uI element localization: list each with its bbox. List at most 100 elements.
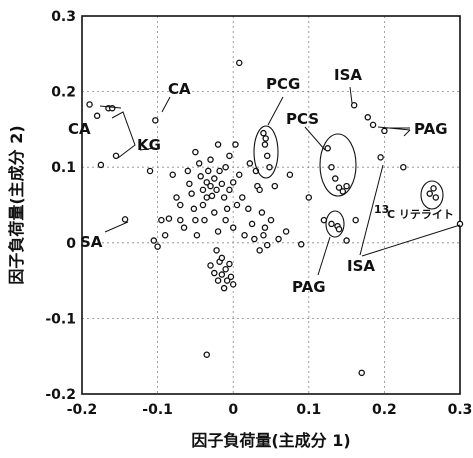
- ca-bracket: [111, 111, 136, 159]
- y-tick-label: 0: [66, 236, 76, 252]
- isa-bottom-leader-2: [361, 224, 461, 257]
- data-point: [108, 104, 116, 112]
- data-point: [193, 231, 201, 239]
- annotation-leaders: [99, 86, 461, 276]
- data-point: [332, 175, 339, 182]
- label-pag-bottom: PAG: [292, 278, 326, 296]
- pag-bottom-leader: [317, 236, 331, 276]
- isa-bottom-leader-1: [359, 164, 384, 256]
- data-point: [261, 224, 269, 231]
- data-point: [205, 167, 212, 175]
- data-point: [223, 277, 231, 284]
- data-point: [377, 154, 384, 161]
- data-point: [246, 160, 254, 167]
- data-point: [275, 235, 282, 243]
- data-point: [213, 247, 220, 254]
- data-point: [203, 194, 210, 201]
- data-point: [226, 260, 233, 268]
- tick-labels: -0.2 -0.1 0 0.1 0.2 0.3 -0.2 -0.1 0 0.1 0.2 0.3: [45, 9, 472, 418]
- data-point: [97, 161, 105, 169]
- x-tick-label: 0: [228, 402, 238, 418]
- data-point: [262, 135, 269, 142]
- data-point: [232, 141, 239, 148]
- data-point: [213, 186, 220, 194]
- data-point: [233, 201, 241, 209]
- data-point: [207, 182, 214, 190]
- data-point: [190, 205, 198, 213]
- data-point: [350, 101, 358, 109]
- data-point: [400, 163, 407, 171]
- y-tick-label: 0.3: [51, 9, 76, 25]
- data-point: [199, 201, 207, 209]
- data-point: [229, 281, 237, 288]
- data-point: [158, 216, 165, 224]
- data-point: [335, 184, 343, 191]
- ca-left-leader: [99, 105, 122, 109]
- data-point: [286, 171, 294, 179]
- data-point: [297, 241, 305, 248]
- data-point: [112, 152, 120, 160]
- data-point: [214, 228, 222, 235]
- data-point: [201, 216, 208, 224]
- label-c13-text: C リテライト: [387, 208, 454, 221]
- label-pcg: PCG: [266, 75, 300, 93]
- annotation-labels: CA CA KG SA PCG PCS ISA PAG ISA PAG 13 C…: [68, 66, 454, 296]
- data-point: [260, 231, 267, 239]
- data-point: [207, 156, 214, 163]
- data-point: [241, 231, 248, 239]
- y-tick-label: -0.1: [45, 311, 76, 327]
- y-tick-label: -0.2: [45, 387, 76, 403]
- x-axis-label: 因子負荷量(主成分 1): [191, 431, 350, 450]
- label-isa-top: ISA: [334, 66, 362, 84]
- label-kg: KG: [137, 136, 161, 154]
- data-point: [154, 243, 161, 250]
- pag-leader-3: [377, 126, 411, 131]
- data-points: [86, 59, 464, 377]
- data-point: [220, 194, 228, 201]
- data-point: [235, 171, 243, 179]
- data-point: [192, 148, 199, 156]
- data-point: [173, 194, 180, 201]
- data-point: [381, 127, 388, 135]
- data-point: [430, 185, 437, 192]
- data-point: [263, 152, 271, 160]
- y-axis-label: 因子負荷量(主成分 2): [7, 125, 26, 284]
- data-point: [214, 141, 222, 148]
- data-point: [364, 114, 372, 121]
- data-point: [192, 216, 199, 224]
- kg-leader: [139, 147, 156, 151]
- data-point: [184, 167, 192, 175]
- data-point: [432, 194, 440, 201]
- x-tick-label: -0.1: [142, 402, 173, 418]
- data-point: [146, 167, 154, 175]
- data-point: [186, 180, 193, 188]
- data-point: [218, 254, 226, 262]
- data-point: [248, 220, 256, 228]
- pcs-ellipse: [319, 133, 357, 197]
- data-point: [211, 175, 218, 182]
- sa-leader: [104, 221, 129, 233]
- data-point: [150, 237, 158, 244]
- data-point: [211, 209, 218, 216]
- y-tick-label: 0.2: [51, 85, 76, 101]
- data-point: [305, 194, 313, 201]
- data-point: [223, 205, 231, 213]
- data-point: [93, 112, 101, 120]
- c13-ellipse: [420, 180, 444, 210]
- data-point: [86, 101, 93, 108]
- pcg-ellipse: [253, 125, 279, 179]
- data-point: [207, 262, 214, 269]
- data-point: [161, 231, 169, 239]
- label-pcs: PCS: [286, 110, 319, 128]
- data-point: [261, 141, 269, 148]
- data-point: [282, 228, 290, 235]
- data-point: [121, 216, 129, 223]
- data-point: [222, 216, 229, 224]
- data-point: [165, 215, 173, 222]
- data-point: [324, 145, 331, 152]
- pag-leader-2: [403, 129, 411, 137]
- x-tick-label: 0.3: [448, 402, 473, 418]
- data-point: [222, 266, 229, 273]
- plot-frame: [81, 15, 461, 395]
- data-point: [235, 59, 243, 67]
